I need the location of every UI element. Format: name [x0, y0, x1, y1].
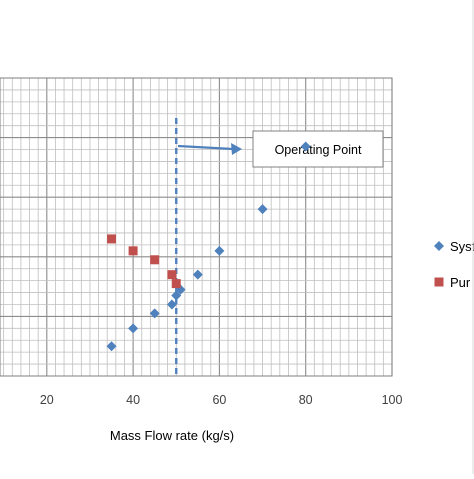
data-point-series-0 [257, 204, 268, 215]
data-point-series-0 [149, 308, 160, 319]
operating-point-annotation: Operating Point [177, 130, 384, 168]
x-tick-label: 40 [126, 393, 140, 407]
data-point-series-0 [166, 299, 177, 310]
x-tick-label: 80 [299, 393, 313, 407]
plot-area-border [0, 77, 393, 377]
data-point-series-0 [300, 141, 311, 152]
x-tick-label: 60 [212, 393, 226, 407]
legend: Syst Pur [434, 239, 474, 290]
data-point-series-1 [167, 270, 177, 280]
annotation-arrow-shaft [177, 144, 234, 151]
data-point-series-0 [214, 245, 225, 256]
data-point-series-1 [150, 255, 160, 265]
data-point-series-0 [106, 341, 117, 352]
legend-marker-series-0 [434, 241, 444, 251]
data-point-series-0 [128, 323, 139, 334]
data-point-series-1 [107, 234, 117, 244]
legend-label-series-1: Pur [450, 275, 471, 290]
data-point-series-1 [128, 246, 138, 256]
annotation-arrow-head [231, 143, 242, 155]
data-points [106, 141, 311, 352]
legend-label-series-0: Syst [450, 239, 474, 254]
x-tick-labels: 20 40 60 80 100 [40, 393, 403, 407]
annotation-text: Operating Point [275, 143, 362, 157]
data-point-series-1 [171, 279, 181, 289]
annotation-box [252, 130, 384, 168]
x-tick-label: 100 [382, 393, 403, 407]
x-tick-label: 20 [40, 393, 54, 407]
data-point-series-0 [192, 269, 203, 280]
data-point-series-0 [171, 290, 182, 301]
x-axis-label: Mass Flow rate (kg/s) [110, 428, 234, 443]
legend-marker-series-1 [434, 277, 444, 287]
